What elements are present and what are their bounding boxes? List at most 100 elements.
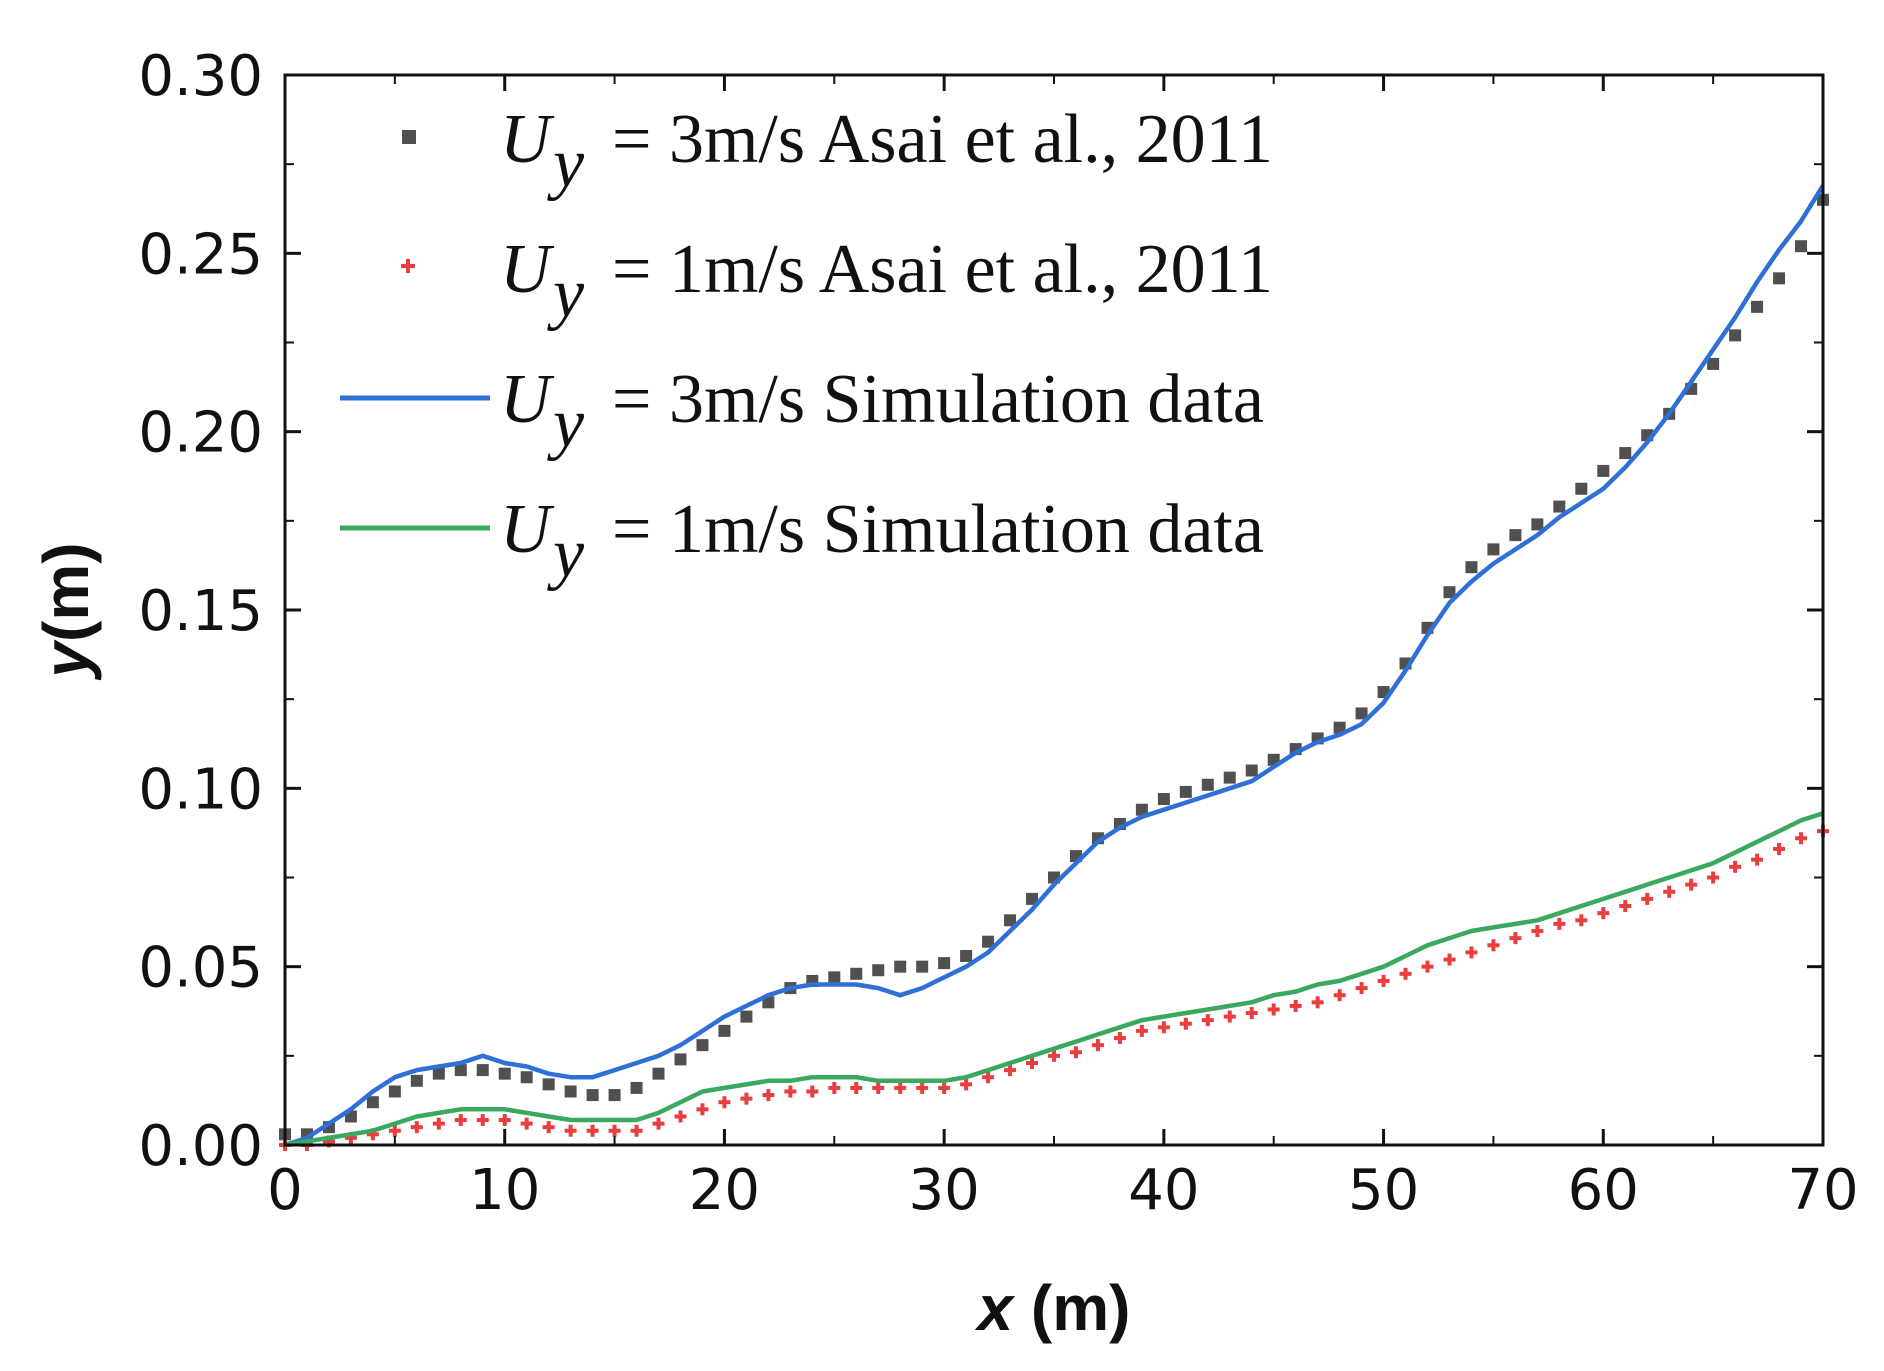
- data-point: [1619, 900, 1632, 913]
- data-point: [1707, 871, 1720, 884]
- data-point: [1333, 989, 1346, 1002]
- legend-label: = 3m/s Simulation data: [612, 361, 1264, 438]
- data-point: [586, 1089, 599, 1102]
- data-point: [564, 1124, 577, 1137]
- data-point: [982, 1071, 995, 1084]
- y-tick-label: 0.05: [138, 936, 263, 1001]
- x-axis-variable: x: [975, 1272, 1016, 1344]
- data-point: [1795, 832, 1808, 845]
- data-point: [828, 1081, 841, 1094]
- x-tick-label: 60: [1568, 1158, 1639, 1223]
- data-point: [1509, 529, 1522, 542]
- data-point: [872, 964, 885, 977]
- data-point: [894, 1081, 907, 1094]
- data-point: [366, 1096, 379, 1109]
- y-tick-label: 0.00: [138, 1114, 263, 1179]
- data-point: [1004, 1064, 1017, 1077]
- data-point: [1553, 500, 1566, 513]
- data-point: [1311, 996, 1324, 1009]
- data-point: [1597, 907, 1610, 920]
- x-tick-label: 50: [1348, 1158, 1419, 1223]
- data-point: [1157, 1021, 1170, 1034]
- series-line: [284, 811, 1824, 1148]
- data-point: [718, 1024, 731, 1037]
- y-tick-label: 0.25: [138, 222, 263, 287]
- data-point: [1443, 953, 1456, 966]
- data-point: [674, 1110, 687, 1123]
- data-point: [542, 1121, 555, 1134]
- data-point: [1443, 586, 1456, 599]
- ticks-layer: 0 10 20 30 40 50 60 70 0.00 0.05 0.10 0.15 0.20 0.25 0…: [138, 44, 1858, 1223]
- data-point: [1245, 764, 1258, 777]
- data-point: [630, 1124, 643, 1137]
- data-point: [498, 1067, 511, 1080]
- data-point: [762, 1089, 775, 1102]
- legend-label: = 3m/s Asai et al., 2011: [612, 101, 1273, 178]
- x-tick-label: 40: [1128, 1158, 1199, 1223]
- data-point: [432, 1117, 445, 1130]
- y-axis-variable: y: [30, 639, 102, 681]
- series-2: [279, 825, 1829, 1151]
- data-point: [740, 1092, 753, 1105]
- x-axis-unit: (m): [1013, 1272, 1130, 1344]
- data-point: [1729, 329, 1742, 342]
- data-point: [1179, 1017, 1192, 1030]
- data-point: [696, 1039, 709, 1052]
- plot-area: 0 10 20 30 40 50 60 70 0.00 0.05 0.10 0.15 0.20 0.25 0…: [138, 44, 1858, 1223]
- y-tick-label: 0.30: [138, 44, 263, 109]
- data-point: [1004, 914, 1017, 927]
- data-point: [1399, 967, 1412, 980]
- data-point: [1245, 1007, 1258, 1020]
- data-point: [1509, 932, 1522, 945]
- data-point: [1333, 721, 1346, 734]
- data-point: [608, 1124, 621, 1137]
- legend-symbol: U: [500, 361, 555, 438]
- legend-symbol: U: [500, 101, 555, 178]
- data-point: [718, 1096, 731, 1109]
- data-point: [1223, 771, 1236, 784]
- data-point: [806, 1085, 819, 1098]
- data-point: [1707, 357, 1720, 370]
- data-point: [1026, 892, 1039, 905]
- data-point: [652, 1067, 665, 1080]
- data-point: [850, 1081, 863, 1094]
- data-point: [1619, 447, 1632, 460]
- legend-subscript: y: [547, 515, 585, 592]
- data-point: [476, 1064, 489, 1077]
- data-point: [586, 1124, 599, 1137]
- data-point: [1553, 917, 1566, 930]
- data-point: [542, 1078, 555, 1091]
- data-point: [1729, 860, 1742, 873]
- data-point: [476, 1114, 489, 1127]
- data-point: [1575, 914, 1588, 927]
- legend-subscript: y: [547, 385, 585, 462]
- data-point: [1223, 1010, 1236, 1023]
- x-tick-label: 10: [469, 1158, 540, 1223]
- data-point: [630, 1081, 643, 1094]
- series-layer: [279, 184, 1829, 1151]
- data-point: [740, 1010, 753, 1023]
- data-point: [1663, 885, 1676, 898]
- legend-subscript: y: [547, 125, 585, 202]
- data-point: [1355, 707, 1368, 720]
- data-point: [1201, 778, 1214, 791]
- data-point: [1135, 803, 1148, 816]
- data-point: [410, 1074, 423, 1087]
- data-point: [1465, 946, 1478, 959]
- data-point: [938, 957, 951, 970]
- data-point: [388, 1124, 401, 1137]
- data-point: [1377, 974, 1390, 987]
- data-point: [1487, 939, 1500, 952]
- data-point: [1685, 878, 1698, 891]
- data-point: [1267, 1003, 1280, 1016]
- data-point: [1421, 960, 1434, 973]
- data-point: [1069, 1046, 1082, 1059]
- data-point: [432, 1067, 445, 1080]
- data-point: [388, 1085, 401, 1098]
- data-point: [652, 1117, 665, 1130]
- x-tick-label: 0: [267, 1158, 303, 1223]
- data-point: [564, 1085, 577, 1098]
